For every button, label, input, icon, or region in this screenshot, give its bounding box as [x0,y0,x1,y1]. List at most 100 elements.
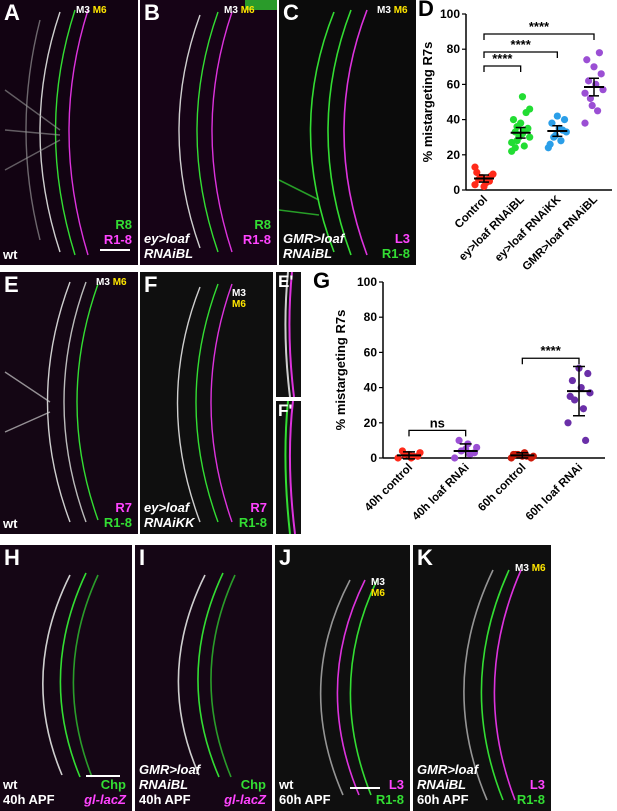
y-axis-label: % mistargeting R7s [420,42,435,163]
panel-label: H [4,545,20,570]
y-tick-label: 0 [453,183,460,197]
y-axis-label: % mistargeting R7s [333,310,348,431]
y-tick-label: 20 [447,148,461,162]
micrograph-H [0,545,132,811]
panel-label: A [4,0,20,25]
significance-bracket [483,33,595,40]
micrograph-E-prime [276,272,301,397]
panel-I: I GMR>loaf RNAiBL 40h APF Chp gl-lacZ [135,545,272,811]
genotype-label: wt 60h APF [279,777,331,807]
x-tick-label: 40h control [363,462,415,514]
y-tick-label: 100 [357,275,377,289]
micrograph-F [140,272,273,534]
scale-bar [100,249,130,251]
panel-K: K M3 M6 GMR>loaf RNAiBL 60h APF L3 R1-8 [413,545,551,811]
significance-bracket [483,51,558,58]
channel-labels: Chp gl-lacZ [84,777,126,807]
y-tick-label: 40 [447,113,461,127]
data-point [564,419,572,427]
layer-markers: M3 M6 [232,288,246,310]
micrograph-J [275,545,410,811]
panel-label: C [283,0,299,25]
chart-D-svg: 0 20 40 60 80 100 % mistargeting R7s Controley>… [420,7,612,273]
scale-bar [350,787,380,789]
data-point [553,112,561,120]
channel-labels: L3 R1-8 [381,231,410,261]
micrograph-B [140,0,277,265]
micrograph-I [135,545,272,811]
panel-label: J [279,545,292,570]
layer-markers: M3 M6 [224,5,255,16]
micrograph-A [0,0,138,265]
panel-A: A M3 M6 wt R8 R1-8 [0,0,138,265]
micrograph-E [0,272,138,534]
data-point [451,454,459,462]
layer-markers: M3 M6 [76,5,107,16]
x-tick-label: ey>loaf RNAiKK [493,193,564,264]
data-point [579,405,587,413]
layer-markers: M3 M6 [377,5,408,16]
significance-label: ns [430,415,445,430]
panel-label: E [4,272,19,297]
y-tick-label: 80 [364,310,378,324]
y-tick-label: 60 [364,345,378,359]
channel-labels: R8 R1-8 [103,217,132,247]
data-point [581,119,589,127]
data-point [511,144,519,152]
significance-bracket [408,429,467,437]
data-point [582,436,590,444]
micrograph-C [279,0,416,265]
data-point [557,137,565,145]
significance-label: **** [492,51,513,66]
y-tick-label: 100 [440,7,460,21]
significance-label: **** [511,37,532,52]
x-tick-label: 60h loaf RNAi [524,462,585,523]
data-point [584,369,592,378]
data-point [513,123,521,131]
significance-bracket [483,65,522,72]
panel-label: D [418,0,434,21]
significance-bracket [521,357,580,365]
data-point [581,89,589,97]
data-point [586,94,594,103]
panel-label: E' [278,272,294,291]
data-point [560,116,569,124]
data-point [548,119,556,127]
panel-label: K [417,545,433,570]
layer-markers: M3 M6 [96,277,127,288]
data-point [583,56,591,64]
data-point [509,116,518,124]
m3-label: M3 [76,5,90,16]
y-tick-label: 60 [447,77,461,91]
panel-E: E M3 M6 wt R7 R1-8 [0,272,138,534]
data-point [597,70,605,78]
genotype-label: GMR>loaf RNAiBL 60h APF [417,762,479,807]
data-point [398,447,406,455]
panel-F: F M3 M6 ey>loaf RNAiKK R7 R1-8 [140,272,273,534]
data-point [526,105,534,113]
chart-G: G 0 20 40 60 80 100 % mistargeting R7s 40h cont… [305,268,617,540]
data-point [595,49,603,57]
channel-labels: R7 R1-8 [238,500,267,530]
genotype-label: GMR>loaf RNAiBL [283,231,345,261]
x-tick-label: 40h loaf RNAi [410,462,471,523]
y-tick-label: 80 [447,42,461,56]
x-tick-label: 60h control [476,462,528,514]
channel-labels: Chp gl-lacZ [224,777,266,807]
panel-F-prime: F' [276,401,301,534]
data-point [585,77,593,85]
genotype-label: ey>loaf RNAiKK [144,500,195,530]
data-point [566,392,574,400]
layer-markers: M3 M6 [371,577,385,599]
channel-labels: R8 R1-8 [242,217,271,247]
channel-labels: L3 R1-8 [375,777,404,807]
data-point [590,63,598,71]
genotype-label: wt [3,247,18,262]
panel-label: B [144,0,160,25]
panel-label: I [139,545,146,570]
data-point [471,181,479,189]
data-point [526,133,534,141]
significance-label: **** [529,19,550,34]
panel-label: G [313,268,331,293]
chart-G-svg: 0 20 40 60 80 100 % mistargeting R7s 40h contro… [333,275,605,523]
